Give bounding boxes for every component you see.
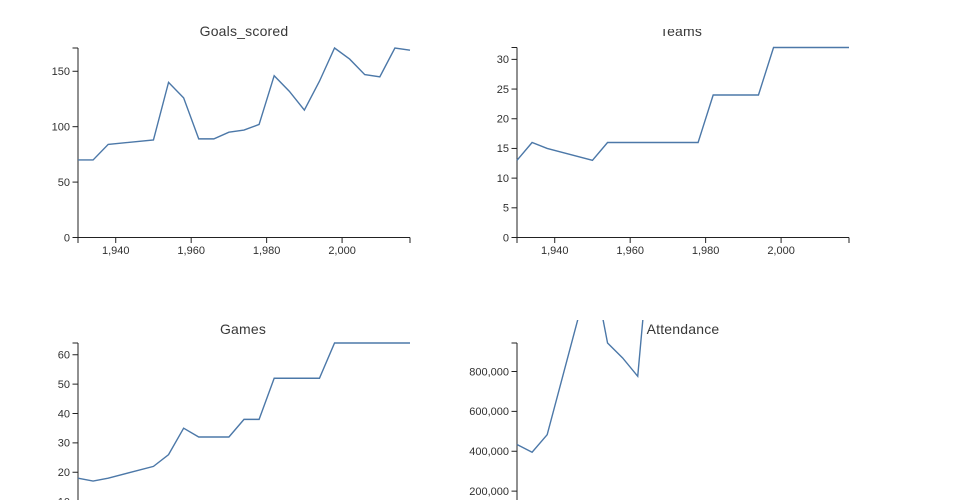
y-tick-label: 100 [52,121,70,133]
y-tick-label: 60 [58,350,70,362]
teams-x-axis: 1,940 1,960 1,980 2,000 [516,237,850,257]
x-tick-label: 1,940 [541,245,569,257]
x-tick-label: 1,960 [177,245,205,257]
y-tick-label: 10 [497,173,509,185]
y-tick-label: 40 [58,408,70,420]
y-tick-label: 50 [58,379,70,391]
attendance-data-line [516,320,644,454]
teams-data-line [516,46,849,162]
chart-cell-attendance: 200,000400,000600,000800,0001,9401,9601,… [458,320,960,500]
games-y-axis: 10 20 30 40 50 60 [58,342,79,500]
y-tick-label: 20 [497,114,509,126]
chart-title-attendance: Attendance [647,321,720,337]
attendance-y-axis: 200,000 400,000 600,000 800,000 [469,342,518,500]
x-tick-label: 2,000 [767,245,795,257]
teams-y-axis: 0 5 10 15 20 25 30 [497,47,518,244]
x-tick-label: 1,940 [102,245,130,257]
x-tick-label: 1,960 [616,245,644,257]
y-tick-label: 30 [497,54,509,66]
y-tick-label: 0 [503,232,509,244]
chart-cell-goals-scored: 0 50 100 150 1,940 1,960 1,980 2,000 Goals_score… [0,0,470,290]
y-tick-label: 0 [64,232,70,244]
x-tick-label: 2,000 [328,245,356,257]
y-tick-label: 150 [52,66,70,78]
teams-chart-svg: 0 5 10 15 20 25 30 1,940 1,960 1,980 2,000 Teams [497,29,850,257]
goals-scored-y-axis: 0 50 100 150 [52,47,79,244]
goals-scored-x-axis: 1,940 1,960 1,980 2,000 [77,237,411,257]
chart-title-games: Games [220,321,266,337]
y-tick-label: 50 [58,177,70,189]
games-data-line [77,342,410,482]
y-tick-label: 200,000 [469,486,509,498]
y-tick-label: 20 [58,467,70,479]
x-tick-label: 1,980 [692,245,720,257]
y-tick-label: 30 [58,438,70,450]
y-tick-label: 10 [58,496,70,500]
chart-title-goals-scored: Goals_scored [200,23,289,39]
y-tick-label: 800,000 [469,366,509,378]
y-tick-label: 600,000 [469,406,509,418]
y-tick-label: 25 [497,84,509,96]
y-tick-label: 5 [503,203,509,215]
goals-scored-data-line [78,46,411,161]
x-tick-label: 1,980 [253,245,281,257]
chart-title-teams: Teams [660,29,702,39]
y-tick-label: 400,000 [469,446,509,458]
y-tick-label: 15 [497,143,509,155]
chart-cell-teams: 0 5 10 15 20 25 30 1,940 1,960 1,980 2,000 Teams [458,29,960,290]
goals-scored-chart-svg: 0 50 100 150 1,940 1,960 1,980 2,000 Goals_score… [52,23,411,257]
attendance-chart-svg: 200,000400,000600,000800,0001,9401,9601,… [469,320,720,500]
